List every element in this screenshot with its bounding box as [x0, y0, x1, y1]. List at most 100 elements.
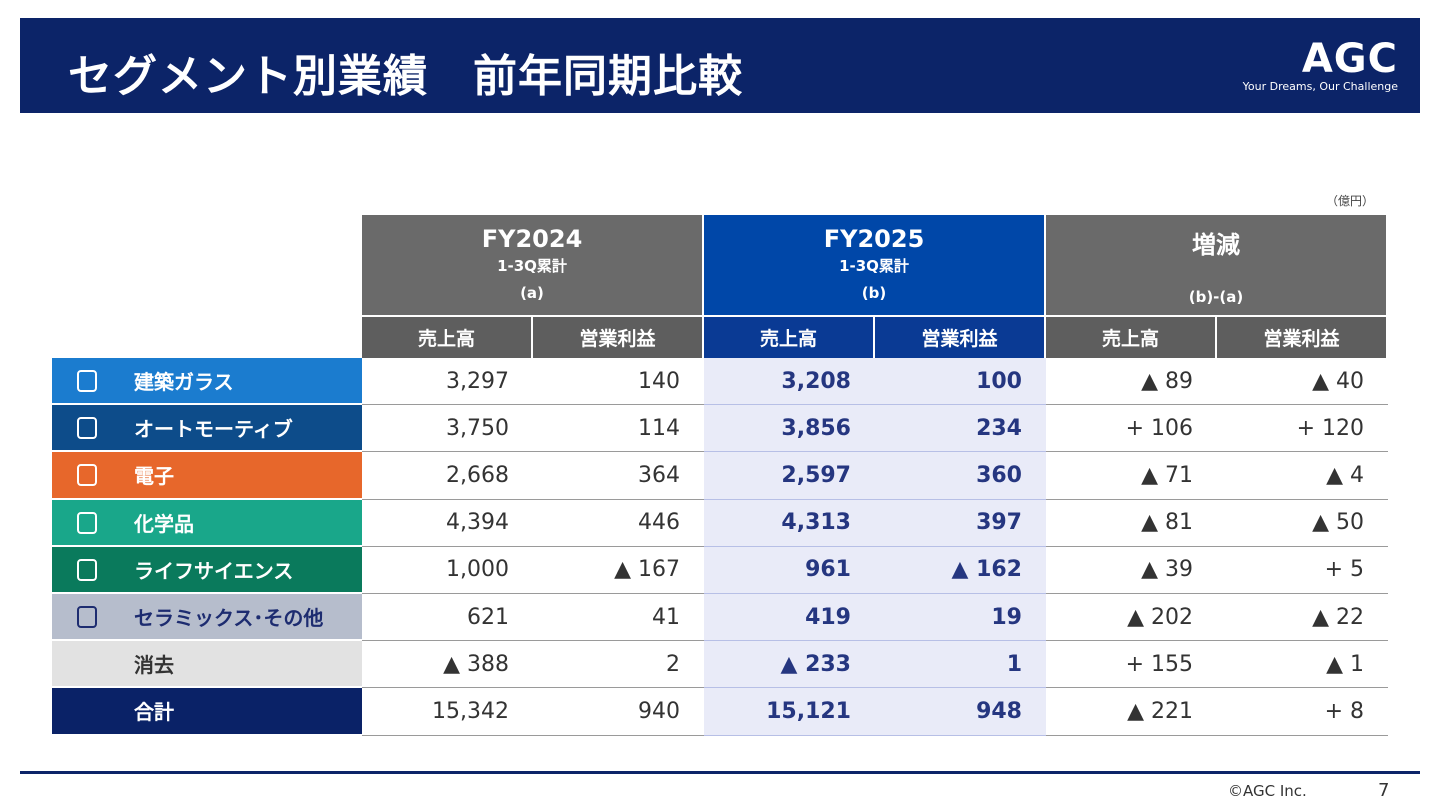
column-group-header: FY2024 1-3Q累計 (a)	[362, 215, 704, 315]
value-cell: ▲ 162	[875, 546, 1046, 594]
value-cell: 15,342	[362, 688, 533, 736]
value-cell: 948	[875, 688, 1046, 736]
group-title: 増減	[1192, 231, 1240, 259]
page-number: 7	[1378, 780, 1390, 801]
segment-name: ライフサイエンス	[134, 558, 294, 583]
column-group-header: FY2025 1-3Q累計 (b)	[704, 215, 1046, 315]
segment-label: 電子	[52, 452, 362, 500]
column-group-header: 増減 (b)-(a)	[1046, 215, 1388, 315]
segment-label: 化学品	[52, 499, 362, 547]
value-cell: ▲ 39	[1046, 547, 1217, 594]
title: セグメント別業績 前年同期比較	[68, 51, 743, 102]
value-cell: + 8	[1217, 688, 1388, 736]
group-subtitle: 1-3Q累計	[839, 257, 909, 275]
value-cell: 4,313	[704, 499, 875, 547]
icon-shape	[77, 464, 97, 487]
segment-icon	[77, 606, 97, 628]
value-cell: ▲ 202	[1046, 594, 1217, 642]
icon-shape	[77, 606, 97, 628]
icon-shape	[77, 558, 97, 581]
value-cell: 114	[533, 405, 704, 453]
value-cell: 2,597	[704, 452, 875, 500]
segment-icon	[77, 370, 97, 392]
column-header: 営業利益	[533, 315, 704, 358]
value-cell: 4,394	[362, 500, 533, 547]
column-header: 売上高	[1046, 315, 1217, 358]
value-cell: + 120	[1217, 405, 1388, 453]
icon-shape	[77, 511, 97, 534]
value-cell: ▲ 388	[362, 641, 533, 689]
value-cell: 2	[533, 641, 704, 689]
segment-label: オートモーティブ	[52, 405, 362, 453]
value-cell: 2,668	[362, 452, 533, 500]
value-cell: 3,856	[704, 405, 875, 453]
group-title: FY2024	[481, 225, 583, 253]
value-cell: 397	[875, 499, 1046, 547]
column-header: 営業利益	[1217, 315, 1388, 358]
value-cell: 419	[704, 594, 875, 642]
group-code: (b)	[861, 284, 887, 302]
value-cell: + 155	[1046, 641, 1217, 689]
segment-name: 化学品	[134, 511, 194, 536]
segment-label: 合計	[52, 688, 362, 736]
segment-name: 電子	[134, 464, 174, 489]
segment-label: 消去	[52, 641, 362, 689]
segment-icon	[77, 511, 97, 534]
segment-label: ライフサイエンス	[52, 546, 362, 594]
segment-name: セラミックス･その他	[134, 606, 324, 631]
icon-shape	[77, 417, 97, 440]
value-cell: ▲ 167	[533, 547, 704, 594]
tagline: Your Dreams, Our Challenge	[1242, 80, 1398, 93]
icon-shape	[77, 370, 97, 392]
value-cell: 621	[362, 594, 533, 642]
header-bar: セグメント別業績 前年同期比較 AGC Your Dreams, Our Cha…	[20, 18, 1420, 113]
segment-label: セラミックス･その他	[52, 594, 362, 642]
value-cell: 3,208	[704, 358, 875, 406]
value-cell: 41	[533, 594, 704, 642]
value-cell: 19	[875, 594, 1046, 642]
value-cell: ▲ 50	[1217, 500, 1388, 547]
value-cell: 140	[533, 358, 704, 406]
group-code: (a)	[520, 284, 544, 302]
value-cell: 234	[875, 405, 1046, 453]
segment-name: 建築ガラス	[134, 370, 234, 395]
value-cell: 100	[875, 358, 1046, 406]
unit-note: （億円）	[1325, 194, 1374, 208]
segment-name: 消去	[134, 653, 174, 678]
group-subtitle: 1-3Q累計	[497, 257, 567, 275]
value-cell: ▲ 40	[1217, 358, 1388, 406]
value-cell: 961	[704, 546, 875, 594]
value-cell: + 5	[1217, 547, 1388, 594]
value-cell: 1	[875, 641, 1046, 689]
group-title: FY2025	[823, 225, 925, 253]
segment-icon	[77, 417, 97, 440]
value-cell: ▲ 89	[1046, 358, 1217, 406]
value-cell: 364	[533, 452, 704, 500]
value-cell: ▲ 81	[1046, 500, 1217, 547]
footer-rule	[20, 771, 1420, 774]
value-cell: ▲ 4	[1217, 452, 1388, 500]
column-header: 売上高	[704, 315, 875, 358]
value-cell: 3,297	[362, 358, 533, 406]
segment-name: 合計	[134, 700, 174, 725]
value-cell: ▲ 233	[704, 641, 875, 689]
segment-label: 建築ガラス	[52, 358, 362, 406]
value-cell: 15,121	[704, 688, 875, 736]
value-cell: 940	[533, 688, 704, 736]
column-header: 売上高	[362, 315, 533, 358]
group-code: (b)-(a)	[1188, 288, 1244, 306]
value-cell: ▲ 22	[1217, 594, 1388, 642]
value-cell: ▲ 71	[1046, 452, 1217, 500]
value-cell: ▲ 1	[1217, 641, 1388, 689]
segment-icon	[77, 558, 97, 581]
logo: AGC	[1301, 36, 1398, 82]
value-cell: + 106	[1046, 405, 1217, 453]
copyright: ©AGC Inc.	[1228, 782, 1307, 800]
value-cell: 360	[875, 452, 1046, 500]
segment-icon	[77, 464, 97, 487]
segment-name: オートモーティブ	[134, 417, 293, 442]
value-cell: 3,750	[362, 405, 533, 453]
value-cell: 1,000	[362, 547, 533, 594]
